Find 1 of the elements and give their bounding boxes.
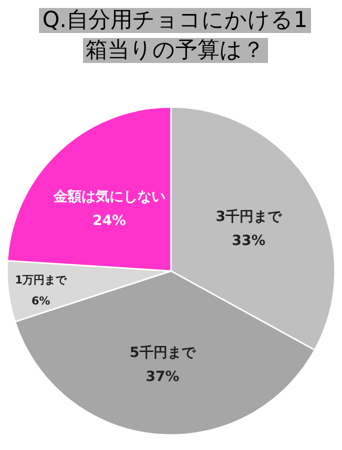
chart-title: Q.自分用チョコにかける1箱当りの予算は？ bbox=[39, 8, 311, 63]
